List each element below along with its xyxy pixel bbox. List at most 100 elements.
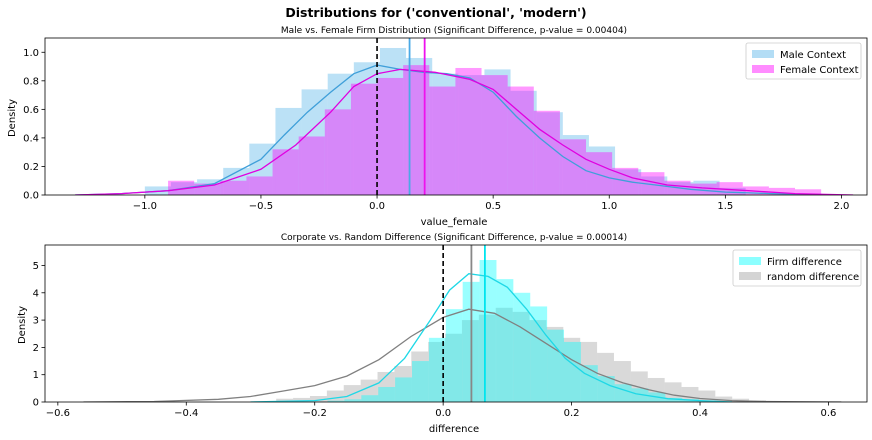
histogram-bar <box>698 390 716 402</box>
histogram-bar <box>309 395 327 402</box>
x-tick-label: −0.4 <box>174 408 198 419</box>
axes-frame <box>44 37 868 196</box>
x-tick-label: 2.0 <box>834 201 850 212</box>
histogram-bar <box>586 152 613 195</box>
x-tick-label: 0.4 <box>692 408 708 419</box>
x-tick-label: 0.0 <box>369 201 385 212</box>
legend-swatch <box>739 272 761 280</box>
y-tick-label: 0.6 <box>23 105 39 116</box>
legend-box <box>745 42 862 80</box>
histogram-bar <box>588 146 616 195</box>
histogram-bar <box>597 376 615 402</box>
y-tick-label: 4 <box>33 288 39 299</box>
legend-label: Male Context <box>780 50 846 61</box>
y-tick-label: 0.8 <box>23 76 39 87</box>
histogram-bar <box>220 180 247 195</box>
bottom-chart-title: Corporate vs. Random Difference (Signifi… <box>281 233 627 243</box>
x-tick-label: −0.6 <box>46 408 70 419</box>
x-tick-label: 1.5 <box>717 201 733 212</box>
histogram-bar <box>276 398 294 402</box>
figure-title: Distributions for ('conventional', 'mode… <box>285 5 586 20</box>
legend-label: Firm difference <box>767 257 842 268</box>
histogram-bar <box>246 176 273 195</box>
x-tick-label: 0.6 <box>821 408 837 419</box>
histogram-bar <box>768 187 796 195</box>
legend-box <box>732 249 862 287</box>
histogram-bar <box>428 341 446 402</box>
histogram-bar <box>455 67 482 195</box>
legend-label: Female Context <box>780 65 859 76</box>
histogram-bar <box>559 139 587 195</box>
histogram-bar <box>638 172 665 195</box>
series-2-bars <box>327 260 717 402</box>
histogram-bar <box>507 86 534 195</box>
histogram-bar <box>327 73 354 195</box>
histogram-bar <box>719 187 746 195</box>
histogram-bar <box>361 395 379 402</box>
histogram-bar <box>326 390 344 402</box>
plot-marks <box>83 245 842 402</box>
histogram-bar <box>496 279 514 402</box>
histogram-bar <box>690 183 717 195</box>
top-chart: Male vs. Female Firm Distribution (Signi… <box>7 26 868 228</box>
y-tick-label: 0.0 <box>23 191 39 202</box>
series-2-bars <box>168 65 822 195</box>
y-tick-label: 0.4 <box>23 133 39 144</box>
histogram-bar <box>411 351 429 402</box>
y-tick-label: 2 <box>33 343 39 354</box>
histogram-bar <box>547 329 565 402</box>
y-tick-label: 1.0 <box>23 48 39 59</box>
legend: Firm difference random difference <box>732 249 862 287</box>
histogram-bar <box>301 89 328 195</box>
histogram-bar <box>495 307 513 402</box>
x-tick-label: 0.5 <box>485 201 501 212</box>
bottom-plot-area: −0.6 −0.4 −0.2 0.0 0.2 0.4 0.6 0 1 2 3 4 5 Firm diffe… <box>33 244 868 419</box>
x-tick-label: 0.0 <box>435 408 451 419</box>
legend-swatch <box>752 50 774 58</box>
histogram-bar <box>563 337 581 402</box>
x-tick-label: −1.0 <box>133 201 157 212</box>
histogram-bar <box>445 309 463 402</box>
histogram-bar <box>445 333 462 402</box>
histogram-bar <box>478 314 496 402</box>
histogram-bar <box>350 83 378 195</box>
histogram-bar <box>715 396 733 402</box>
bottom-y-axis-label: Density <box>17 306 28 344</box>
plot-marks <box>75 38 854 195</box>
histogram-bar <box>395 377 413 402</box>
histogram-bar <box>580 365 598 402</box>
histogram-bar <box>479 260 497 402</box>
legend-label: random difference <box>767 272 859 283</box>
top-plot-area: −1.0 −0.5 0.0 0.5 1.0 1.5 2.0 0.0 0.2 0.4 0.6 0.8 1.… <box>23 37 868 212</box>
series-2-kde-line <box>250 273 733 402</box>
y-tick-label: 5 <box>33 261 39 272</box>
histogram-bar <box>461 320 479 402</box>
histogram-bar <box>530 306 548 402</box>
legend-swatch <box>752 65 774 73</box>
histogram-bar <box>249 143 276 195</box>
top-y-axis-label: Density <box>7 99 18 137</box>
x-tick-label: 0.2 <box>564 408 580 419</box>
x-tick-label: 1.0 <box>601 201 617 212</box>
series-2-kde-line <box>75 68 854 195</box>
histogram-bar <box>194 183 221 195</box>
histogram-bar <box>394 365 412 402</box>
series-1-bars <box>144 47 746 195</box>
histogram-bar <box>344 399 362 402</box>
histogram-bar <box>631 388 649 402</box>
series-1-kde-line <box>83 308 842 402</box>
histogram-bar <box>377 77 404 195</box>
histogram-bar <box>481 75 508 195</box>
histogram-bar <box>272 149 299 195</box>
histogram-bar <box>327 400 345 402</box>
axes-frame <box>44 244 868 403</box>
histogram-bar <box>664 382 682 402</box>
histogram-bar <box>293 397 310 402</box>
histogram-bar <box>168 180 195 195</box>
histogram-bar <box>428 337 446 402</box>
histogram-bar <box>412 361 429 402</box>
y-tick-label: 3 <box>33 316 39 327</box>
series-1-kde-line <box>75 64 842 195</box>
histogram-bar <box>484 69 511 195</box>
